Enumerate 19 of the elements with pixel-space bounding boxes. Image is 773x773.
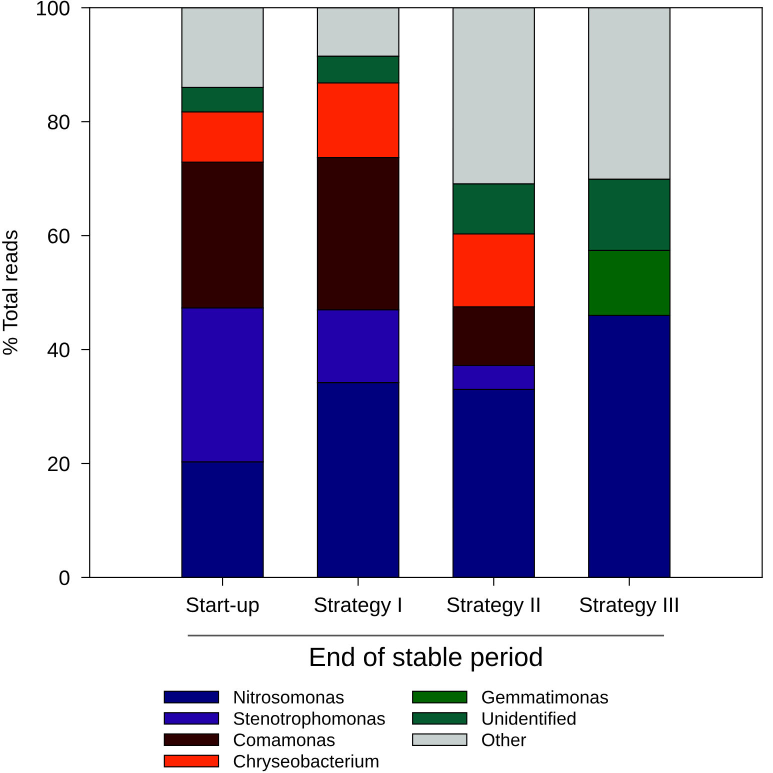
y-tick-label: 20 xyxy=(48,456,70,472)
legend-label: Comamonas xyxy=(234,733,335,746)
legend-label: Nitrosomonas xyxy=(234,690,344,704)
legend-label: Chryseobacterium xyxy=(234,754,378,772)
x-tick-label: Strategy II xyxy=(447,597,540,616)
legend-label: Stenotrophomonas xyxy=(234,712,385,728)
y-tick-label: 100 xyxy=(37,0,70,16)
x-axis-title: End of stable period xyxy=(310,646,542,672)
x-tick-label: Strategy I xyxy=(314,597,401,616)
y-tick-label: 0 xyxy=(59,570,70,586)
legend-label: Gemmatimonas xyxy=(482,690,608,704)
x-tick-label: Strategy III xyxy=(580,597,678,616)
legend-label: Other xyxy=(482,732,526,746)
y-axis-title: % Total reads xyxy=(2,230,18,355)
legend-label: Unidentified xyxy=(482,712,576,725)
y-tick-label: 40 xyxy=(48,342,70,358)
x-tick-label: Start-up xyxy=(186,597,259,616)
y-tick-label: 80 xyxy=(48,114,70,130)
y-tick-label: 60 xyxy=(48,228,70,244)
